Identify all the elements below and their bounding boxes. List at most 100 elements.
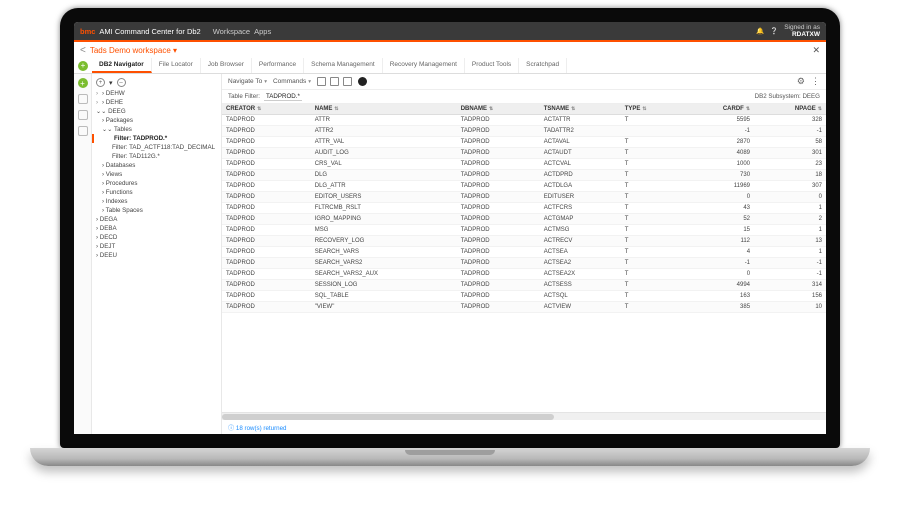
tree-item[interactable]: › DEGA (92, 215, 221, 224)
cell: TADPROD (457, 302, 540, 313)
commands-dropdown[interactable]: Commands (273, 78, 311, 85)
tree-item[interactable]: › Databases (92, 161, 221, 170)
horizontal-scrollbar[interactable] (222, 412, 826, 420)
filter-value[interactable]: TADPROD.* (264, 93, 302, 101)
col-dbname[interactable]: DBNAME⇅ (457, 104, 540, 115)
tree-item[interactable]: › DEJT (92, 242, 221, 251)
tree-item[interactable]: › Indexes (92, 197, 221, 206)
table-row[interactable]: TADPROD"VIEW"TADPRODACTVIEWT38510 (222, 302, 826, 313)
cell: ACTRECV (540, 236, 621, 247)
result-table-wrap[interactable]: CREATOR⇅NAME⇅DBNAME⇅TSNAME⇅TYPE⇅CARDF⇅NP… (222, 104, 826, 412)
col-cardf[interactable]: CARDF⇅ (682, 104, 754, 115)
table-row[interactable]: TADPRODAUDIT_LOGTADPRODACTAUDTT4089301 (222, 148, 826, 159)
cell: T (621, 225, 682, 236)
tab-recovery-management[interactable]: Recovery Management (383, 58, 465, 73)
tree-item[interactable]: › DEHW (92, 89, 221, 98)
menu-apps[interactable]: Apps (254, 27, 271, 36)
cell: 730 (682, 170, 754, 181)
cell: TADPROD (222, 181, 311, 192)
col-npage[interactable]: NPAGE⇅ (754, 104, 826, 115)
cell: DLG (311, 170, 457, 181)
table-row[interactable]: TADPRODIGRO_MAPPINGTADPRODACTGMAPT522 (222, 214, 826, 225)
tree-item[interactable]: › Functions (92, 188, 221, 197)
tree-item[interactable]: ⌄ Tables (92, 125, 221, 134)
cell: T (621, 258, 682, 269)
tab-schema-management[interactable]: Schema Management (304, 58, 383, 73)
table-row[interactable]: TADPRODATTR2TADPRODTADATTR2-1-1 (222, 126, 826, 137)
tree-item[interactable]: ⌄ DEEG (92, 107, 221, 116)
tree-item[interactable]: › DEHE (92, 98, 221, 107)
tab-file-locator[interactable]: File Locator (152, 58, 201, 73)
settings-icon[interactable]: ⚙ (797, 76, 805, 87)
col-name[interactable]: NAME⇅ (311, 104, 457, 115)
table-row[interactable]: TADPRODMSGTADPRODACTMSGT151 (222, 225, 826, 236)
help-icon[interactable]: ❔ (770, 27, 778, 35)
cell: T (621, 192, 682, 203)
cell: 301 (754, 148, 826, 159)
table-row[interactable]: TADPRODSESSION_LOGTADPRODACTSESST4994314 (222, 280, 826, 291)
table-row[interactable]: TADPRODATTRTADPRODACTATTRT5595328 (222, 115, 826, 126)
cell: TADPROD (222, 126, 311, 137)
run-icon[interactable] (358, 77, 367, 86)
tree-item[interactable]: Filter: TAD_ACTF118:TAD_DECIMAL (92, 143, 221, 152)
table-row[interactable]: TADPRODCRS_VALTADPRODACTCVALT100023 (222, 159, 826, 170)
table-row[interactable]: TADPRODSEARCH_VARSTADPRODACTSEAT41 (222, 247, 826, 258)
toolbar-icon-3[interactable] (343, 77, 352, 86)
close-icon[interactable]: ✕ (812, 45, 820, 56)
menu-workspace[interactable]: Workspace (213, 27, 250, 36)
tab-scratchpad[interactable]: Scratchpad (519, 58, 567, 73)
rail-icon-3[interactable] (78, 126, 88, 136)
cell: EDITOR_USERS (311, 192, 457, 203)
cell: TADPROD (222, 280, 311, 291)
tree-collapse-button[interactable]: – (117, 78, 126, 87)
col-type[interactable]: TYPE⇅ (621, 104, 682, 115)
table-row[interactable]: TADPRODRECOVERY_LOGTADPRODACTRECVT11213 (222, 236, 826, 247)
cell: 1000 (682, 159, 754, 170)
signed-in[interactable]: Signed in as RDATXW (784, 24, 820, 38)
tree-item[interactable]: › Views (92, 170, 221, 179)
rail-icon-1[interactable] (78, 94, 88, 104)
tree-item[interactable]: Filter: TADPROD.* (92, 134, 221, 143)
workspace-title[interactable]: Tads Demo workspace ▾ (90, 46, 177, 55)
cell: T (621, 137, 682, 148)
more-icon[interactable]: ⋮ (811, 76, 820, 87)
notifications-icon[interactable]: 🔔 (756, 27, 764, 35)
navigate-to-dropdown[interactable]: Navigate To (228, 78, 267, 85)
table-row[interactable]: TADPRODSQL_TABLETADPRODACTSQLT163156 (222, 291, 826, 302)
table-row[interactable]: TADPRODATTR_VALTADPRODACTAVALT287058 (222, 137, 826, 148)
tree-item[interactable]: › Procedures (92, 179, 221, 188)
table-row[interactable]: TADPRODDLG_ATTRTADPRODACTDLGAT11969307 (222, 181, 826, 192)
toolbar-icon-2[interactable] (330, 77, 339, 86)
tree-expand-button[interactable]: + (96, 78, 105, 87)
tab-job-browser[interactable]: Job Browser (201, 58, 252, 73)
table-row[interactable]: TADPRODDLGTADPRODACTDPRDT73018 (222, 170, 826, 181)
col-creator[interactable]: CREATOR⇅ (222, 104, 311, 115)
col-tsname[interactable]: TSNAME⇅ (540, 104, 621, 115)
filter-bar: Table Filter: TADPROD.* DB2 Subsystem: D… (222, 90, 826, 104)
tree-item[interactable]: › DEEU (92, 251, 221, 260)
cell: ACTSEA (540, 247, 621, 258)
rail-add-button[interactable]: + (78, 78, 88, 88)
cell: T (621, 280, 682, 291)
rail-icon-2[interactable] (78, 110, 88, 120)
tab-product-tools[interactable]: Product Tools (465, 58, 519, 73)
tree-item[interactable]: › Table Spaces (92, 206, 221, 215)
main-panel: Navigate To Commands ⚙ ⋮ Table Filter: T… (222, 74, 826, 434)
tree-item[interactable]: Filter: TAD112G.* (92, 152, 221, 161)
toolbar-icon-1[interactable] (317, 77, 326, 86)
table-row[interactable]: TADPRODFLTRCMB_RSLTTADPRODACTFCRST431 (222, 203, 826, 214)
tree-item[interactable]: › DECD (92, 233, 221, 242)
navigator-tree: +▾ – › DEHW› DEHE⌄ DEEG› Packages⌄ Table… (92, 74, 222, 434)
tab-performance[interactable]: Performance (252, 58, 304, 73)
cell: ACTATTR (540, 115, 621, 126)
table-row[interactable]: TADPRODEDITOR_USERSTADPRODEDITUSERT00 (222, 192, 826, 203)
tab-db2-navigator[interactable]: DB2 Navigator (92, 58, 152, 73)
table-row[interactable]: TADPRODSEARCH_VARS2_AUXTADPRODACTSEA2XT0… (222, 269, 826, 280)
table-row[interactable]: TADPRODSEARCH_VARS2TADPRODACTSEA2T-1-1 (222, 258, 826, 269)
tree-item[interactable]: › DEBA (92, 224, 221, 233)
back-icon[interactable]: < (80, 45, 86, 56)
tree-item[interactable]: › Packages (92, 116, 221, 125)
cell: TADPROD (457, 126, 540, 137)
cell (621, 126, 682, 137)
add-tab-button[interactable]: + (78, 61, 88, 71)
